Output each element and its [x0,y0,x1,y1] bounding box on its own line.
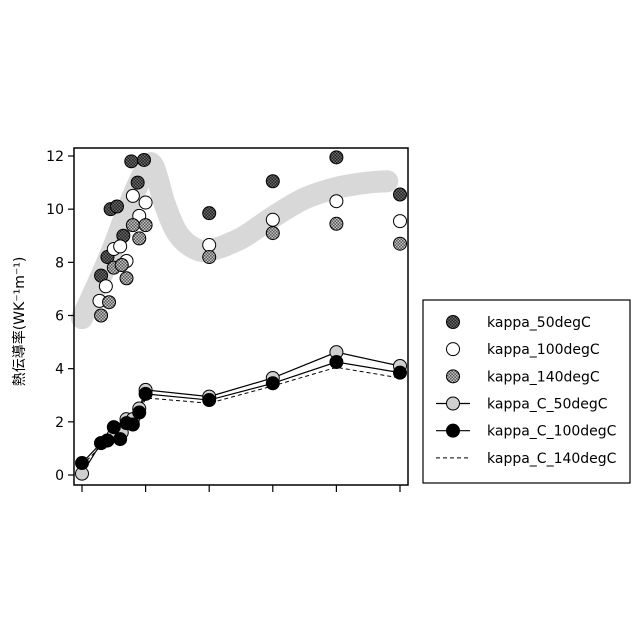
series-4-point [107,421,120,434]
series-1-point [266,213,279,226]
series-1-point [99,280,112,293]
y-tick-label: 4 [55,362,64,378]
series-1-point [139,196,152,209]
series-1-point [330,195,343,208]
legend-marker [447,316,460,329]
y-tick-label: 6 [55,309,64,325]
y-tick-label: 10 [46,202,64,218]
series-4-point [266,377,279,390]
series-0-point [394,188,407,201]
series-2-point [95,309,108,322]
series-1-point [203,239,216,252]
series-2-point [394,237,407,250]
series-3-line [82,352,400,473]
legend-label: kappa_50degC [487,315,591,331]
series-4-point [203,394,216,407]
series-1-point [394,215,407,228]
legend-label: kappa_C_100degC [487,424,617,440]
series-0-point [266,175,279,188]
y-tick-label: 2 [55,415,64,431]
legend-label: kappa_140degC [487,369,600,385]
series-2-point [115,258,128,271]
series-4-point [394,366,407,379]
series-2-point [126,219,139,232]
legend-marker [447,370,460,383]
series-2-point [133,232,146,245]
series-0-point [138,153,151,166]
y-tick-label: 8 [55,255,64,271]
series-4-point [114,433,127,446]
series-1-point [126,189,139,202]
series-2-point [330,217,343,230]
y-axis-label: 熱伝導率(WK⁻¹m⁻¹) [11,257,28,387]
y-tick-label: 0 [55,468,64,484]
legend-label: kappa_C_140degC [487,451,617,467]
y-tick-label: 12 [46,149,64,165]
series-2-point [120,272,133,285]
legend-marker [447,397,460,410]
legend-label: kappa_C_50degC [487,397,608,413]
series-4-point [330,356,343,369]
series-4-point [126,418,139,431]
series-2-point [203,251,216,264]
legend-marker [447,424,460,437]
series-4-point [139,387,152,400]
series-4-point [101,434,114,447]
series-2-point [103,296,116,309]
series-0-point [330,151,343,164]
series-4-point [133,406,146,419]
series-0-point [110,200,123,213]
series-4-line [82,362,400,463]
series-0-point [131,176,144,189]
series-4-point [76,457,89,470]
series-1-point [114,240,127,253]
series-2-point [139,219,152,232]
series-0-point [203,207,216,220]
legend-marker [447,343,460,356]
series-0-point [125,155,138,168]
series-2-point [266,227,279,240]
legend-label: kappa_100degC [487,342,600,358]
series-lines-layer [82,352,400,473]
legend: kappa_50degC kappa_100degC kappa_140degCka… [423,300,630,483]
